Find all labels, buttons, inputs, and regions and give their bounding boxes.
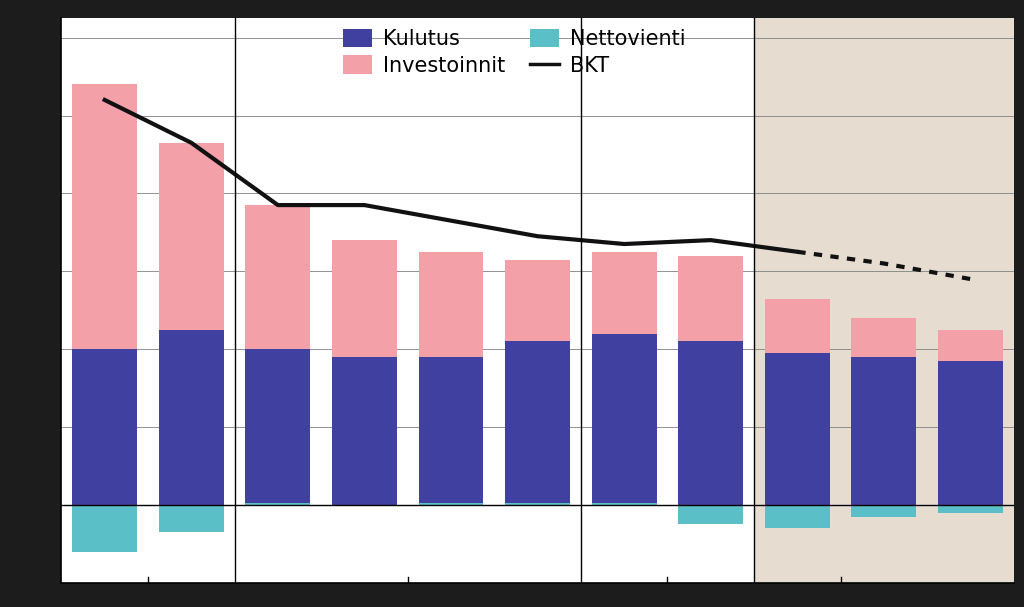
Bar — [419, 357, 483, 505]
Bar — [678, 256, 743, 341]
Legend: Kulutus, Investoinnit, Nettovienti, BKT: Kulutus, Investoinnit, Nettovienti, BKT — [343, 29, 685, 76]
Bar — [73, 349, 137, 505]
Bar — [332, 240, 397, 357]
Bar — [765, 353, 829, 505]
Bar — [246, 349, 310, 505]
Bar — [851, 318, 916, 357]
Bar — [419, 252, 483, 357]
Bar — [592, 252, 656, 334]
Bar — [938, 361, 1002, 505]
Bar — [246, 205, 310, 349]
Bar — [159, 143, 224, 330]
Bar — [246, 503, 310, 505]
Bar — [938, 505, 1002, 513]
Bar — [505, 341, 570, 505]
Bar — [73, 84, 137, 349]
Bar — [419, 503, 483, 505]
Bar — [851, 505, 916, 517]
Bar — [505, 503, 570, 505]
Bar — [678, 341, 743, 505]
Bar — [73, 505, 137, 552]
Bar — [159, 505, 224, 532]
Bar — [332, 357, 397, 505]
Bar — [765, 505, 829, 528]
Bar — [851, 357, 916, 505]
Bar — [938, 330, 1002, 361]
Bar — [159, 330, 224, 505]
Bar — [592, 334, 656, 505]
Bar — [592, 503, 656, 505]
Bar — [754, 18, 1014, 583]
Bar — [678, 505, 743, 524]
Bar — [505, 260, 570, 341]
Bar — [765, 299, 829, 353]
